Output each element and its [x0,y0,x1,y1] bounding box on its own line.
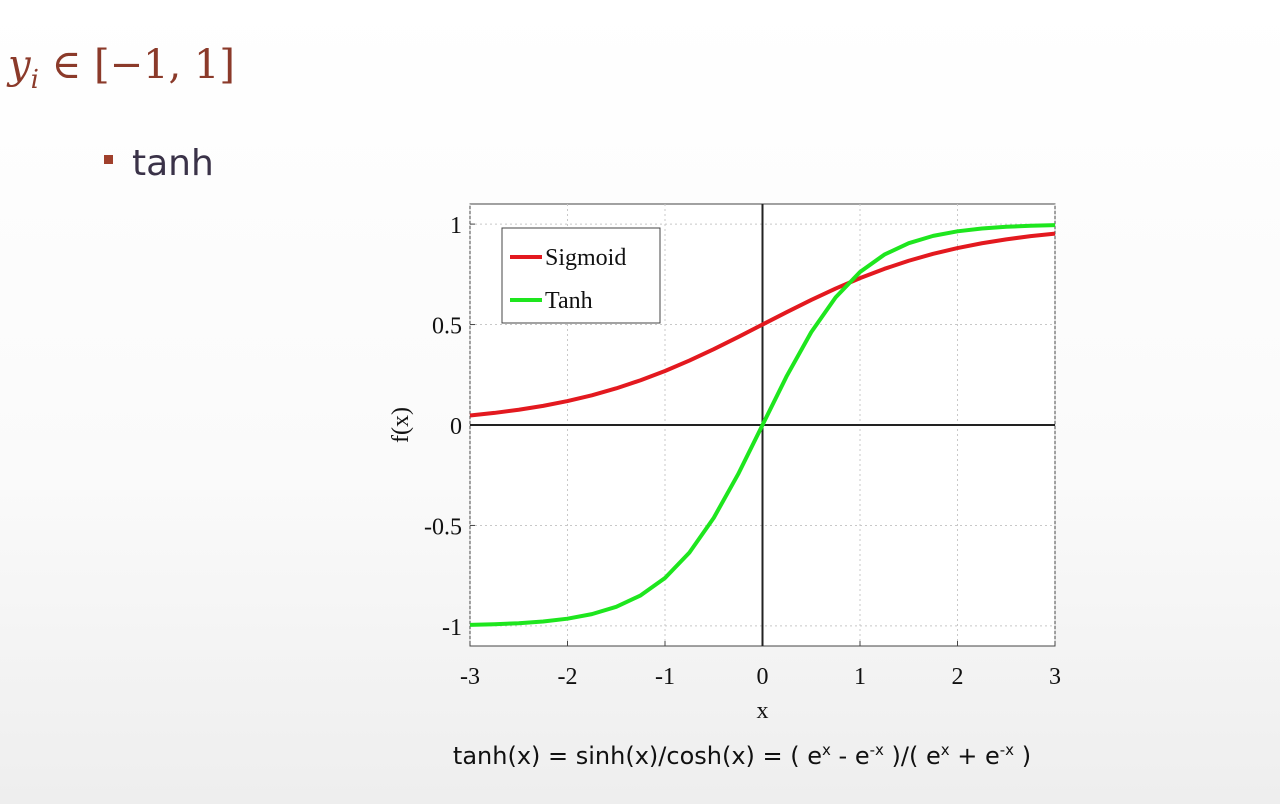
bullet-text: tanh [132,143,214,184]
y-tick-label: 0 [450,414,462,440]
caption-superscript: x [822,741,831,759]
line-series [469,231,1056,418]
y-axis-label: f(x) [388,407,414,443]
line-series [469,223,1056,627]
caption-part: tanh(x) = sinh(x)/cosh(x) = ( e [453,742,822,770]
y-tick-label: -0.5 [424,514,462,540]
caption-part: )/( e [884,742,941,770]
caption-part: ) [1014,742,1031,770]
x-tick-label: 3 [1049,664,1061,690]
x-axis-label: x [757,698,769,724]
caption-superscript: x [941,741,950,759]
caption: tanh(x) = sinh(x)/cosh(x) = ( ex - e-x )… [453,741,1031,770]
bullet-marker [104,155,113,164]
caption-part: + e [950,742,1000,770]
heading-variable: y [6,42,32,88]
y-tick-label: -1 [442,615,462,641]
caption-superscript: -x [1000,741,1014,759]
x-tick-label: -1 [655,664,675,690]
y-tick-label: 1 [450,213,462,239]
legend-box [501,227,661,324]
x-tick-label: 2 [952,664,964,690]
caption-superscript: -x [870,741,884,759]
heading: yi ∈ [−1, 1] [6,42,235,95]
y-tick-label: 0.5 [432,314,462,340]
x-tick-label: 0 [757,664,769,690]
caption-part: - e [831,742,870,770]
chart: -3 -2 -1 0 1 2 3 -1 -0.5 0 0.5 1 x f(x) Sigmoid Tanh [388,203,1061,724]
heading-rest: ∈ [−1, 1] [39,42,235,88]
x-tick-label: 1 [854,664,866,690]
x-tick-label: -3 [460,664,480,690]
x-tick-label: -2 [558,664,578,690]
heading-subscript: i [31,65,39,95]
legend-label: Tanh [545,288,593,314]
legend-label: Sigmoid [545,245,626,271]
